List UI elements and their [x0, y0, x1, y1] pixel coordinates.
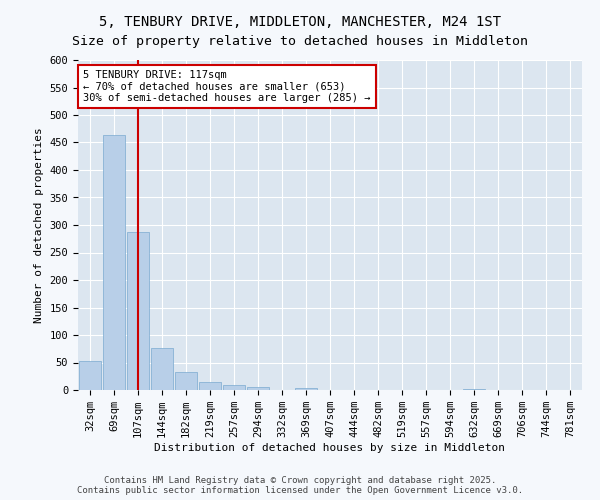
Text: 5, TENBURY DRIVE, MIDDLETON, MANCHESTER, M24 1ST: 5, TENBURY DRIVE, MIDDLETON, MANCHESTER,…	[99, 15, 501, 29]
Text: 5 TENBURY DRIVE: 117sqm
← 70% of detached houses are smaller (653)
30% of semi-d: 5 TENBURY DRIVE: 117sqm ← 70% of detache…	[83, 70, 371, 103]
Text: Contains HM Land Registry data © Crown copyright and database right 2025.
Contai: Contains HM Land Registry data © Crown c…	[77, 476, 523, 495]
Bar	[199, 382, 221, 390]
Bar	[295, 388, 317, 390]
X-axis label: Distribution of detached houses by size in Middleton: Distribution of detached houses by size …	[155, 443, 505, 453]
Bar	[175, 372, 197, 390]
Bar	[247, 387, 269, 390]
Bar	[127, 232, 149, 390]
Bar	[151, 348, 173, 390]
Text: Size of property relative to detached houses in Middleton: Size of property relative to detached ho…	[72, 35, 528, 48]
Bar	[79, 361, 101, 390]
Bar	[103, 136, 125, 390]
Bar	[463, 389, 485, 390]
Y-axis label: Number of detached properties: Number of detached properties	[34, 127, 44, 323]
Bar	[223, 385, 245, 390]
